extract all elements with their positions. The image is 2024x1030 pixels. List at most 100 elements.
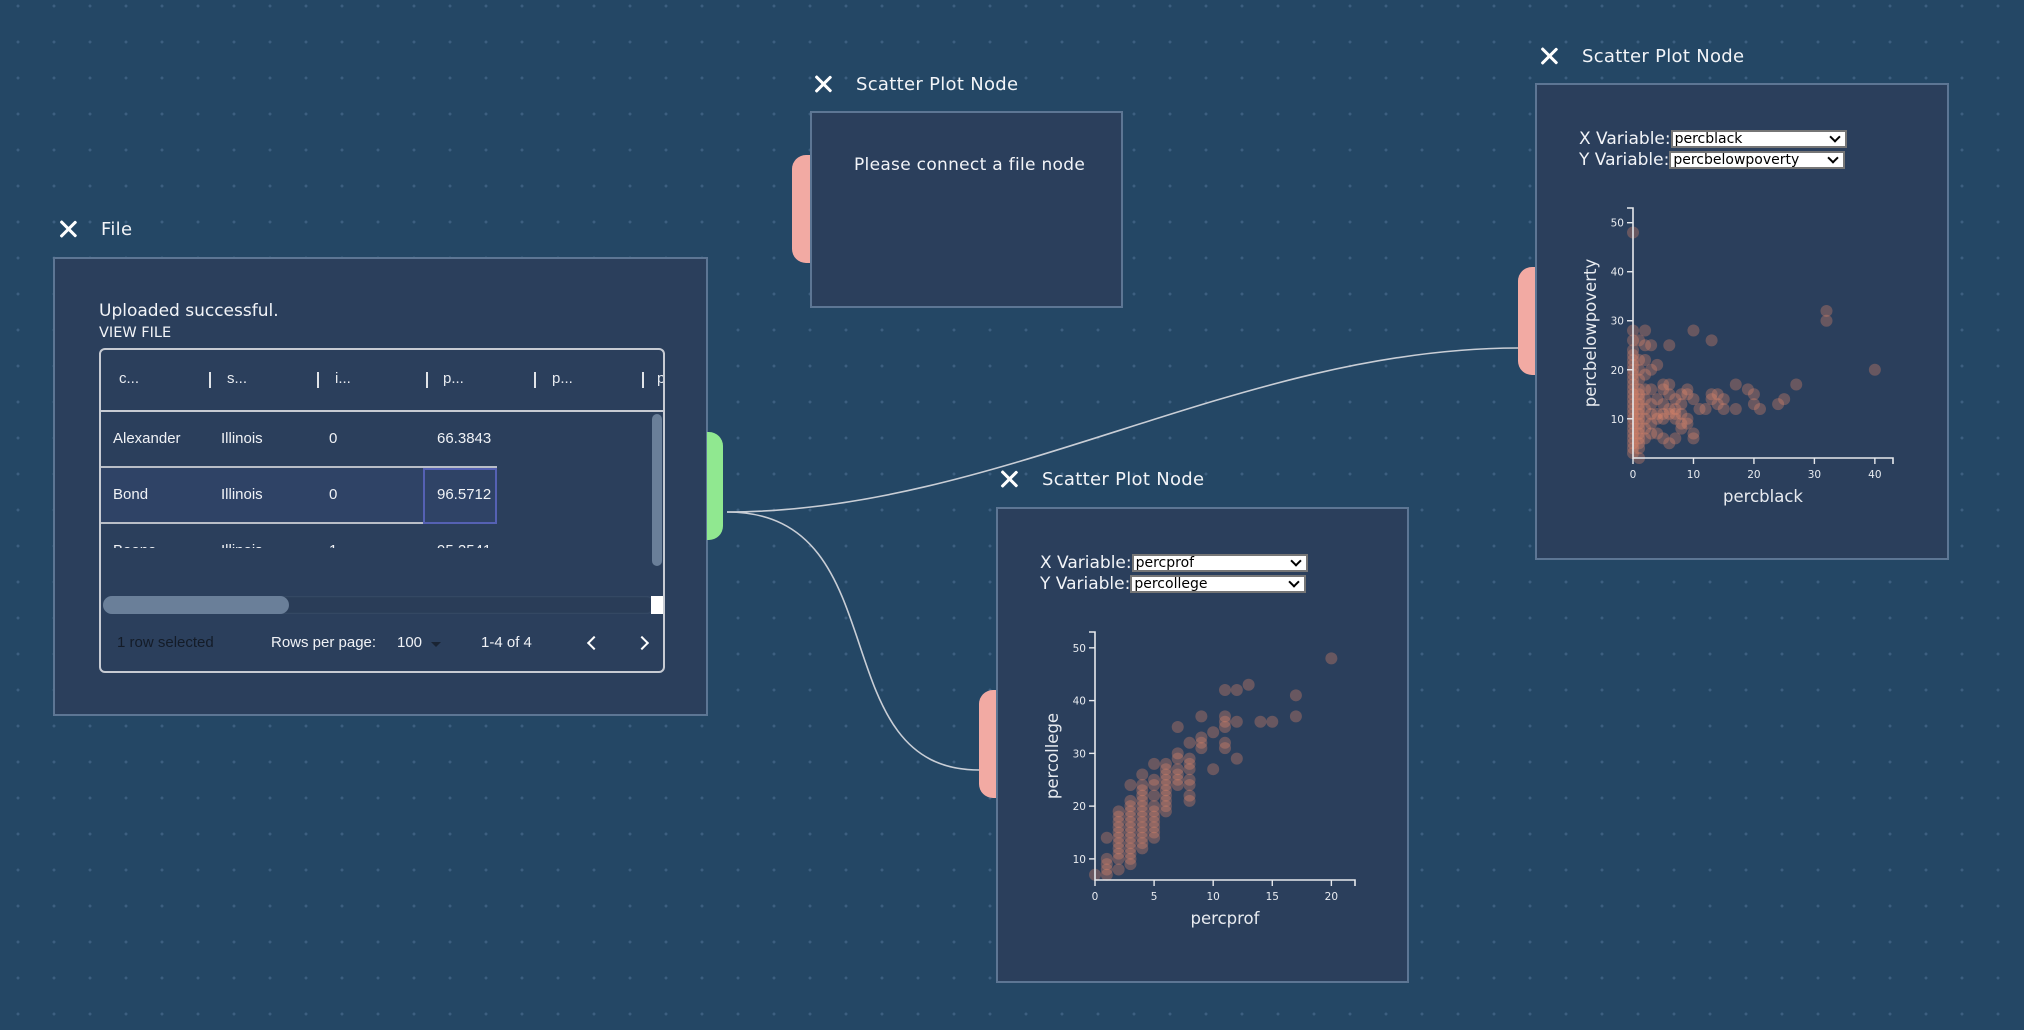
column-header[interactable]: p... [552, 370, 573, 387]
data-point [1645, 363, 1658, 376]
table-row[interactable]: Alexander Illinois 0 66.3843 [101, 412, 497, 468]
data-table[interactable]: c... s... i... p... p... p Alexander Ill… [99, 348, 665, 673]
y-variable-select[interactable]: percbelowpoverty [1669, 151, 1846, 169]
data-point [1100, 863, 1113, 876]
y-tick-label: 10 [1073, 854, 1086, 866]
data-point [1633, 437, 1646, 450]
table-row-selected[interactable]: Bond Illinois 0 96.5712 [101, 468, 497, 524]
data-point [1633, 407, 1646, 420]
data-point [1136, 789, 1149, 802]
x-tick-label: 20 [1747, 469, 1760, 481]
y-variable-label: Y Variable: [1579, 150, 1670, 170]
data-point [1124, 815, 1137, 828]
table-row[interactable]: Boone Illinois 1 95.2541 [101, 524, 497, 548]
x-variable-select[interactable]: percprof [1131, 554, 1308, 572]
data-point [1633, 422, 1646, 435]
column-header[interactable]: i... [335, 370, 351, 387]
data-point [1645, 398, 1658, 411]
bottom-scatter-node[interactable]: X Variable: percprof Y Variable: percoll… [996, 507, 1409, 983]
column-separator[interactable] [426, 372, 428, 388]
data-point [1159, 773, 1172, 786]
data-point [1183, 757, 1196, 770]
data-point [1148, 826, 1161, 839]
x-tick-label: 20 [1325, 891, 1338, 903]
data-point [1219, 715, 1231, 728]
data-point [1639, 432, 1652, 445]
column-header[interactable]: c... [119, 370, 140, 387]
table-cell: 96.5712 [437, 486, 492, 503]
column-separator[interactable] [317, 372, 319, 388]
horizontal-scrollbar-thumb[interactable] [103, 596, 289, 614]
y-tick-label: 20 [1073, 801, 1086, 813]
data-point [1681, 388, 1694, 401]
x-tick-label: 0 [1092, 891, 1099, 903]
data-point [1633, 398, 1646, 411]
close-icon[interactable] [812, 73, 834, 95]
data-point [1651, 358, 1664, 371]
file-output-handle[interactable] [707, 432, 723, 540]
bottom-scatter-input-handle[interactable] [979, 690, 997, 798]
data-point [1645, 339, 1658, 352]
file-node[interactable]: Uploaded successful. VIEW FILE c... s...… [53, 257, 708, 716]
data-point [1124, 800, 1137, 813]
data-point [1325, 652, 1338, 665]
data-point [1100, 831, 1113, 844]
empty-scatter-input-handle[interactable] [792, 155, 810, 263]
column-separator[interactable] [534, 372, 536, 388]
data-point [1254, 715, 1267, 728]
x-variable-label: X Variable: [1040, 553, 1132, 573]
data-point [1207, 763, 1220, 776]
data-point [1112, 847, 1125, 860]
data-point [1124, 852, 1137, 865]
x-variable-select[interactable]: percblack [1670, 130, 1847, 148]
data-point [1219, 720, 1231, 733]
data-point [1657, 432, 1670, 445]
close-icon[interactable] [57, 218, 79, 240]
next-page-icon[interactable] [633, 632, 655, 654]
data-point [1675, 417, 1688, 430]
data-point [1136, 768, 1149, 781]
column-separator[interactable] [642, 372, 644, 388]
close-icon[interactable] [998, 468, 1020, 490]
data-point [1136, 815, 1149, 828]
column-header[interactable]: p [657, 370, 665, 387]
data-point [1657, 412, 1670, 425]
data-point [1633, 363, 1646, 376]
data-point [1711, 388, 1724, 401]
data-point [1711, 398, 1724, 411]
chevron-down-icon [1288, 576, 1301, 588]
data-point [1729, 402, 1742, 415]
selected-count: 1 row selected [117, 634, 214, 651]
data-point [1645, 417, 1658, 430]
rows-per-page-select[interactable]: 100 [397, 634, 423, 651]
close-icon[interactable] [1538, 45, 1560, 67]
data-point [1639, 339, 1652, 352]
data-point [1148, 800, 1161, 813]
data-point [1112, 821, 1125, 834]
data-point [1124, 858, 1137, 871]
data-point [1741, 383, 1754, 396]
previous-page-icon[interactable] [581, 632, 603, 654]
view-file-button[interactable]: VIEW FILE [99, 325, 172, 341]
column-header[interactable]: s... [227, 370, 248, 387]
y-variable-select[interactable]: percollege [1130, 575, 1307, 593]
data-point [1124, 831, 1137, 844]
data-point [1124, 847, 1137, 860]
data-point [1289, 710, 1302, 723]
column-header[interactable]: p... [443, 370, 464, 387]
data-point [1112, 852, 1125, 865]
dropdown-caret-icon[interactable] [431, 642, 441, 647]
empty-scatter-node[interactable]: Please connect a file node [810, 111, 1123, 308]
data-point [1820, 314, 1833, 327]
x-tick-label: 10 [1206, 891, 1219, 903]
data-point [1651, 393, 1664, 406]
chevron-down-icon [1828, 131, 1841, 143]
data-point [1183, 779, 1196, 792]
top-scatter-node[interactable]: X Variable: percblack Y Variable: percbe… [1535, 83, 1949, 560]
x-variable-label: X Variable: [1579, 129, 1671, 149]
vertical-scrollbar-thumb[interactable] [652, 414, 662, 566]
column-separator[interactable] [209, 372, 211, 388]
data-point [1675, 422, 1688, 435]
top-scatter-input-handle[interactable] [1518, 267, 1536, 375]
focused-cell [423, 468, 497, 524]
